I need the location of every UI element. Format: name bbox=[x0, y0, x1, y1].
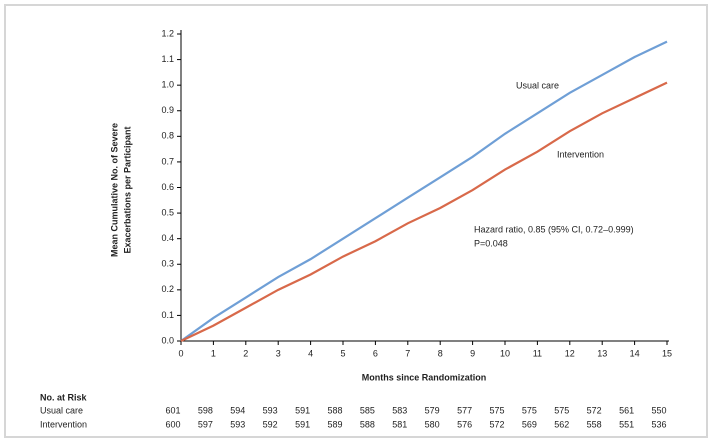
risk-value: 583 bbox=[392, 405, 407, 415]
risk-value: 591 bbox=[295, 419, 310, 429]
x-tick-label: 12 bbox=[565, 348, 575, 358]
y-tick-label: 1.1 bbox=[161, 54, 174, 64]
risk-value: 593 bbox=[230, 419, 245, 429]
risk-value: 575 bbox=[489, 405, 504, 415]
frame bbox=[4, 4, 708, 438]
risk-value: 562 bbox=[554, 419, 569, 429]
x-tick-label: 7 bbox=[405, 348, 410, 358]
y-axis-label: Exacerbations per Participant bbox=[122, 126, 132, 253]
x-tick-label: 11 bbox=[533, 348, 542, 358]
risk-value: 593 bbox=[263, 405, 278, 415]
x-tick-label: 2 bbox=[243, 348, 248, 358]
y-tick-label: 0.7 bbox=[161, 156, 174, 166]
risk-value: 591 bbox=[295, 405, 310, 415]
risk-value: 572 bbox=[489, 419, 504, 429]
x-tick-label: 4 bbox=[308, 348, 313, 358]
risk-row-name: Usual care bbox=[40, 405, 83, 415]
series-line bbox=[180, 81, 668, 342]
y-tick-label: 0.5 bbox=[161, 207, 174, 217]
risk-value: 592 bbox=[263, 419, 278, 429]
risk-value: 600 bbox=[165, 419, 180, 429]
risk-value: 598 bbox=[198, 405, 213, 415]
risk-value: 589 bbox=[327, 419, 342, 429]
y-axis-label: Mean Cumulative No. of Severe bbox=[109, 123, 119, 257]
risk-title: No. at Risk bbox=[40, 392, 88, 402]
x-tick-label: 0 bbox=[178, 348, 183, 358]
y-tick-label: 0.4 bbox=[161, 233, 174, 243]
y-tick-label: 0.3 bbox=[161, 259, 174, 269]
risk-value: 585 bbox=[360, 405, 375, 415]
x-tick-label: 10 bbox=[500, 348, 510, 358]
risk-value: 550 bbox=[651, 405, 666, 415]
annotation: P=0.048 bbox=[474, 238, 508, 248]
x-tick-label: 13 bbox=[597, 348, 607, 358]
x-tick-label: 15 bbox=[662, 348, 672, 358]
x-tick-label: 14 bbox=[630, 348, 640, 358]
risk-value: 588 bbox=[327, 405, 342, 415]
risk-value: 588 bbox=[360, 419, 375, 429]
risk-value: 580 bbox=[425, 419, 440, 429]
risk-value: 551 bbox=[619, 419, 634, 429]
risk-value: 601 bbox=[165, 405, 180, 415]
risk-value: 569 bbox=[522, 419, 537, 429]
series-label: Usual care bbox=[516, 80, 559, 90]
x-axis-label: Months since Randomization bbox=[362, 372, 487, 382]
risk-value: 575 bbox=[522, 405, 537, 415]
y-tick-label: 0.0 bbox=[161, 335, 174, 345]
risk-value: 597 bbox=[198, 419, 213, 429]
series-line bbox=[180, 40, 668, 342]
x-tick-label: 9 bbox=[470, 348, 475, 358]
risk-value: 581 bbox=[392, 419, 407, 429]
y-tick-label: 0.1 bbox=[161, 310, 174, 320]
x-tick-label: 5 bbox=[340, 348, 345, 358]
y-tick-label: 1.2 bbox=[161, 28, 174, 38]
risk-value: 536 bbox=[651, 419, 666, 429]
y-tick-label: 0.2 bbox=[161, 284, 174, 294]
x-tick-label: 1 bbox=[211, 348, 216, 358]
risk-value: 576 bbox=[457, 419, 472, 429]
risk-value: 575 bbox=[554, 405, 569, 415]
x-tick-label: 6 bbox=[373, 348, 378, 358]
series-label: Intervention bbox=[557, 149, 604, 159]
annotation: Hazard ratio, 0.85 (95% CI, 0.72–0.999) bbox=[474, 224, 634, 234]
risk-value: 577 bbox=[457, 405, 472, 415]
x-tick-label: 8 bbox=[438, 348, 443, 358]
risk-value: 558 bbox=[587, 419, 602, 429]
risk-value: 579 bbox=[425, 405, 440, 415]
y-tick-label: 0.6 bbox=[161, 182, 174, 192]
risk-row-name: Intervention bbox=[40, 419, 87, 429]
risk-value: 561 bbox=[619, 405, 634, 415]
y-tick-label: 0.8 bbox=[161, 131, 174, 141]
risk-value: 572 bbox=[587, 405, 602, 415]
y-tick-label: 1.0 bbox=[161, 80, 174, 90]
x-tick-label: 3 bbox=[276, 348, 281, 358]
y-tick-label: 0.9 bbox=[161, 105, 174, 115]
risk-value: 594 bbox=[230, 405, 245, 415]
